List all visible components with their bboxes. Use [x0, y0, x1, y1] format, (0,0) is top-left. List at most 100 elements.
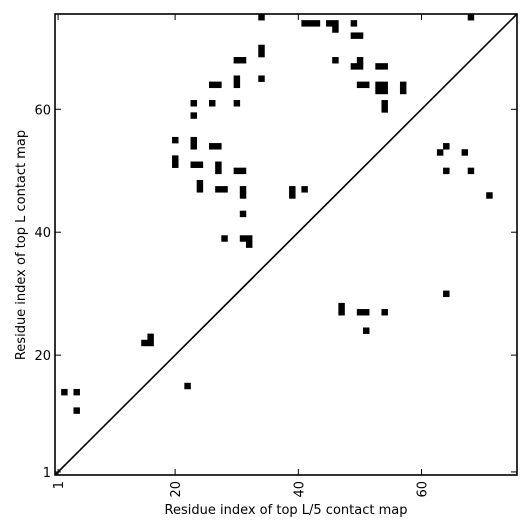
contact-cell: [196, 186, 204, 193]
contact-cell: [301, 186, 308, 193]
y-tick-label: 1: [43, 466, 51, 481]
contact-cell: [196, 179, 204, 187]
contact-cell: [436, 149, 444, 156]
contact-cell: [245, 235, 253, 242]
diagonal-line: [54, 13, 518, 476]
contact-cell: [258, 14, 265, 21]
contact-cell: [215, 161, 222, 168]
contact-cell: [258, 44, 265, 52]
contact-cell: [381, 106, 388, 113]
contact-cell: [356, 57, 364, 64]
x-tick-label: 40: [292, 481, 307, 498]
x-tick-label: 60: [416, 481, 431, 498]
contact-cell: [245, 241, 253, 248]
contact-cell: [233, 100, 241, 107]
contact-cell: [356, 81, 364, 89]
contact-cell: [363, 309, 370, 316]
contact-cell: [239, 210, 247, 218]
contact-cell: [375, 81, 382, 89]
contact-cell: [73, 407, 80, 414]
contact-cell: [209, 100, 216, 107]
contact-cell: [239, 167, 247, 175]
contact-cell: [147, 333, 154, 341]
contact-cell: [190, 100, 197, 107]
contact-cell: [338, 302, 345, 310]
contact-cell: [190, 143, 197, 150]
contact-cell: [381, 87, 388, 95]
contact-cell: [307, 20, 315, 27]
contact-cell: [209, 81, 216, 89]
contact-cell: [443, 143, 450, 150]
contact-cell: [332, 57, 339, 64]
contact-cell: [381, 100, 388, 107]
contact-cell: [467, 167, 475, 175]
contact-cell: [399, 81, 407, 89]
contact-cell: [147, 339, 154, 347]
axis-ticks: 1 20 40 60 1 20 40 60: [34, 14, 517, 498]
contact-cell: [356, 63, 364, 70]
contact-cell: [443, 290, 450, 298]
contact-cell: [172, 136, 179, 144]
contact-cell: [443, 167, 450, 175]
contact-cell: [289, 186, 296, 193]
contact-cell: [172, 155, 179, 162]
x-tick-label: 20: [169, 481, 184, 498]
contact-cell: [215, 167, 222, 175]
contact-cell: [233, 57, 241, 64]
contact-cell: [215, 143, 222, 150]
contact-cell: [196, 161, 204, 168]
contact-cell: [190, 112, 197, 119]
contact-cell: [215, 81, 222, 89]
contact-cells: [61, 14, 493, 414]
contact-cell: [363, 327, 370, 334]
y-tick-label: 40: [34, 226, 51, 241]
contact-cell: [461, 149, 469, 156]
contact-cell: [332, 20, 339, 27]
contact-cell: [350, 63, 358, 70]
contact-cell: [356, 32, 364, 39]
contact-cell: [239, 235, 247, 242]
contact-cell: [190, 136, 197, 144]
contact-cell: [61, 388, 68, 396]
contact-cell: [184, 382, 191, 390]
contact-cell: [356, 309, 364, 316]
contact-cell: [381, 63, 388, 70]
contact-cell: [190, 161, 197, 168]
x-axis-label: Residue index of top L/5 contact map: [165, 503, 408, 518]
contact-cell: [399, 87, 407, 95]
contact-cell: [301, 20, 308, 27]
contact-cell: [258, 75, 265, 82]
contact-cell: [233, 75, 241, 82]
contact-cell: [338, 309, 345, 316]
contact-cell: [313, 20, 321, 27]
contact-cell: [350, 20, 358, 27]
contact-cell: [215, 186, 222, 193]
contact-cell: [258, 50, 265, 58]
contact-cell: [221, 186, 228, 193]
contact-cell: [326, 20, 333, 27]
contact-cell: [381, 309, 388, 316]
contact-cell: [289, 192, 296, 199]
contact-cell: [332, 26, 339, 33]
contact-cell: [233, 81, 241, 89]
contact-cell: [233, 167, 241, 175]
contact-cell: [73, 388, 80, 396]
contact-cell: [375, 63, 382, 70]
contact-cell: [221, 235, 228, 242]
y-tick-label: 20: [34, 349, 51, 364]
contact-cell: [141, 339, 148, 347]
contact-cell: [363, 81, 370, 89]
x-tick-label: 1: [52, 481, 67, 489]
contact-cell: [381, 81, 388, 89]
y-axis-label: Residue index of top L contact map: [14, 130, 29, 360]
contact-cell: [486, 192, 493, 199]
y-tick-label: 60: [34, 103, 51, 118]
contact-cell: [239, 57, 247, 64]
contact-cell: [239, 192, 247, 199]
contact-cell: [172, 161, 179, 168]
contact-cell: [350, 32, 358, 39]
plot-frame: [54, 13, 518, 476]
contact-cell: [467, 14, 475, 21]
contact-cell: [239, 186, 247, 193]
